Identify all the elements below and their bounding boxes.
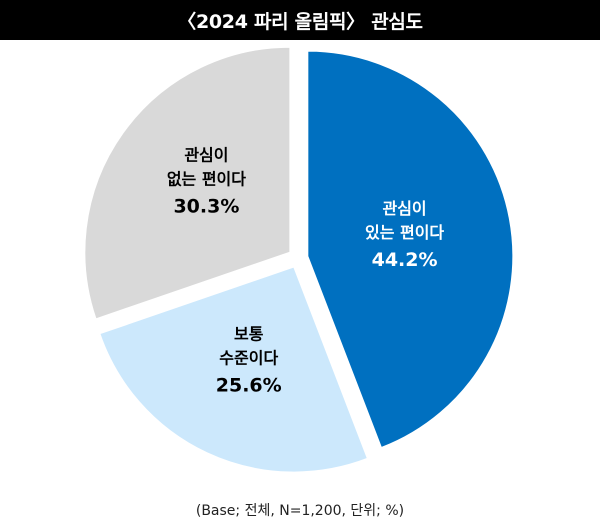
slice-label-line1-3: 관심이 [184, 146, 228, 165]
pie-slice-2 [99, 266, 369, 473]
chart-title: 〈2024 파리 올림픽〉 관심도 [0, 0, 600, 40]
pie-slice-1 [307, 50, 514, 449]
slice-label-line1-1: 관심이 [382, 199, 426, 218]
slice-label-line2-1: 있는 편이다 [365, 223, 444, 242]
pie-chart-area: 관심이 있는 편이다 44.2% 보통 수준이다 25.6% 관심이 없는 편이다 30.3% [0, 40, 600, 490]
slice-value-1: 44.2% [372, 249, 438, 271]
slice-value-2: 25.6% [216, 375, 282, 397]
pie-slice-3 [84, 46, 291, 320]
slice-label-line1-2: 보통 [234, 325, 264, 344]
slice-label-line2-3: 없는 편이다 [167, 170, 246, 189]
source-note: (Base; 전체, N=1,200, 단위; %) [195, 503, 405, 519]
slice-value-3: 30.3% [173, 196, 239, 218]
slice-label-line2-2: 수준이다 [219, 349, 278, 368]
